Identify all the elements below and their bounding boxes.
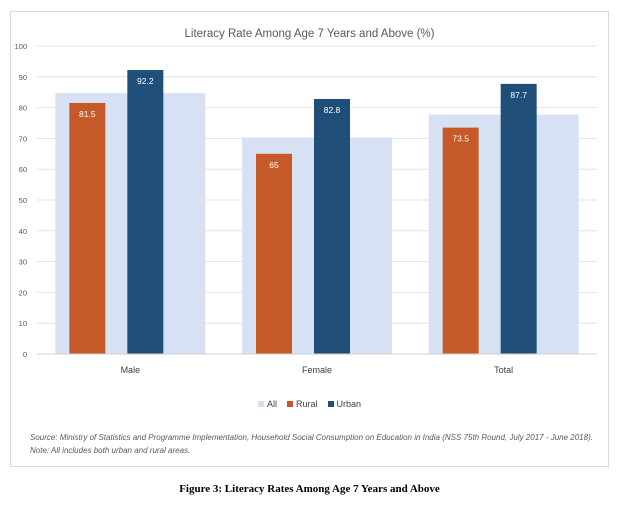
y-tick-label: 60	[19, 165, 27, 174]
legend-label-rural: Rural	[295, 399, 318, 409]
chart-title: Literacy Rate Among Age 7 Years and Abov…	[184, 28, 435, 40]
legend-swatch-rural	[286, 401, 293, 407]
figure-caption: Figure 3: Literacy Rates Among Age 7 Yea…	[179, 483, 440, 495]
data-label-urban: 92.2	[137, 76, 154, 86]
bar-urban	[314, 98, 350, 354]
chart-legend: All Rural Urban	[11, 399, 608, 409]
y-tick-label: 30	[19, 258, 27, 267]
y-tick-label: 70	[19, 134, 27, 143]
legend-item-all: All	[257, 399, 277, 409]
legend-label-urban: Urban	[336, 399, 362, 409]
data-label-urban: 82.8	[324, 105, 341, 115]
y-tick-label: 50	[19, 196, 27, 205]
legend-item-urban: Urban	[327, 399, 362, 409]
y-tick-label: 100	[14, 42, 27, 51]
bar-chart: 0 10 20 30 40 50 60 70 80 90 100 81.5 92.2 Male 65 82.8…	[14, 42, 597, 375]
data-label-rural: 65	[269, 160, 279, 170]
bar-rural	[69, 102, 106, 354]
source-note: Source: Ministry of Statistics and Progr…	[30, 433, 593, 455]
x-category-label: Male	[121, 365, 141, 375]
y-tick-label: 20	[19, 288, 27, 297]
bar-rural	[442, 127, 479, 355]
legend-label-all: All	[266, 399, 277, 409]
data-label-rural: 73.5	[452, 134, 469, 144]
y-tick-label: 10	[19, 319, 27, 328]
bar-urban	[500, 83, 537, 354]
data-label-rural: 81.5	[79, 109, 96, 119]
bar-rural	[256, 153, 292, 354]
legend-item-rural: Rural	[286, 399, 318, 409]
x-category-label: Female	[302, 365, 332, 375]
x-category-label: Total	[494, 365, 513, 375]
y-tick-label: 90	[19, 73, 27, 82]
data-label-urban: 87.7	[510, 90, 527, 100]
y-tick-label: 40	[19, 227, 27, 236]
y-tick-label: 80	[19, 104, 27, 113]
bar-urban	[127, 70, 164, 355]
y-tick-label: 0	[23, 350, 27, 359]
legend-swatch-urban	[327, 401, 334, 407]
chart-frame: Literacy Rate Among Age 7 Years and Abov…	[10, 11, 609, 467]
legend-swatch-all	[257, 401, 264, 407]
